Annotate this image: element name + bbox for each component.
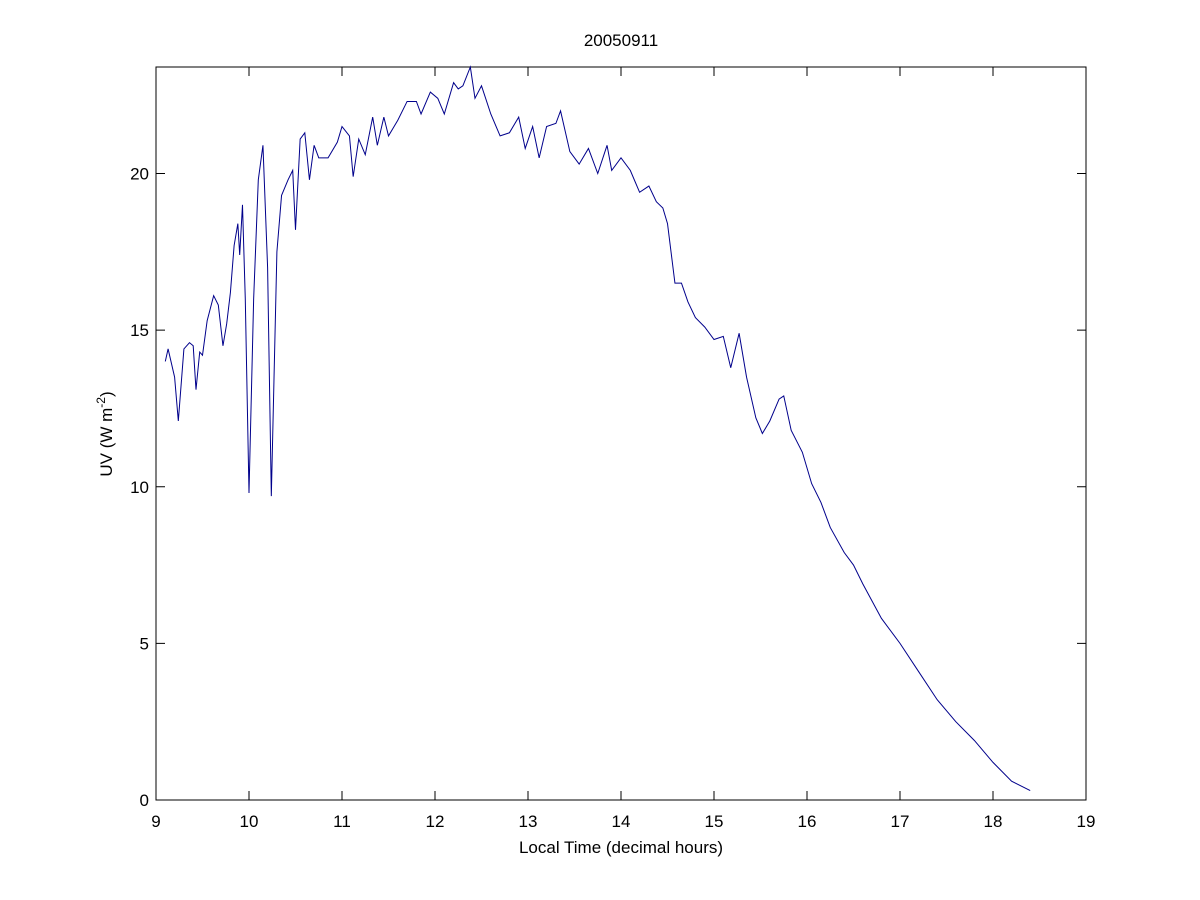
y-axis-label: UV (W m-2): [94, 391, 116, 476]
y-tick-label: 5: [140, 634, 149, 653]
x-tick-label: 18: [984, 812, 1003, 831]
x-axis-label: Local Time (decimal hours): [519, 838, 723, 857]
y-tick-label: 15: [130, 321, 149, 340]
x-tick-label: 17: [891, 812, 910, 831]
x-tick-label: 14: [612, 812, 631, 831]
y-label-text: UV (W m: [97, 408, 116, 477]
x-tick-label: 16: [798, 812, 817, 831]
x-tick-label: 19: [1077, 812, 1096, 831]
y-label-suffix: ): [97, 391, 116, 397]
y-label-superscript: -2: [94, 397, 108, 408]
data-line: [164, 65, 1031, 792]
x-tick-label: 15: [705, 812, 724, 831]
chart-title: 20050911: [584, 31, 658, 50]
x-tick-label: 10: [240, 812, 259, 831]
plot-frame: [155, 66, 1087, 801]
x-tick-label: 12: [426, 812, 445, 831]
y-tick-label: 0: [140, 791, 149, 810]
x-tick-label: 9: [151, 812, 160, 831]
x-tick-label: 13: [519, 812, 538, 831]
x-tick-label: 11: [333, 812, 351, 831]
y-tick-label: 20: [130, 165, 149, 184]
y-tick-label: 10: [130, 478, 149, 497]
